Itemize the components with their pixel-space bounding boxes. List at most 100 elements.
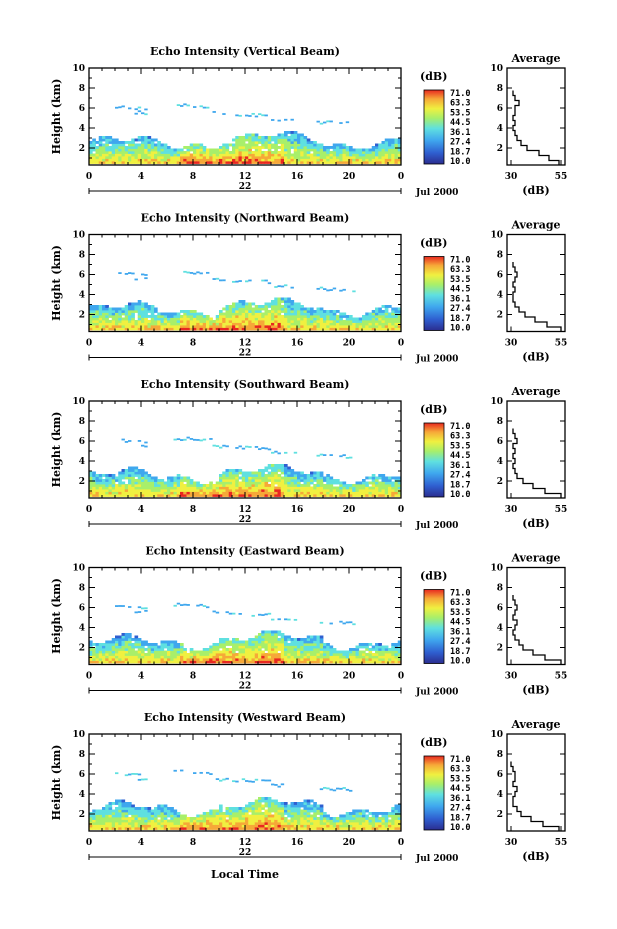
heatmap-cell	[118, 491, 122, 495]
heatmap-cell	[95, 325, 100, 328]
heatmap-cell	[290, 310, 295, 313]
heatmap-cell	[111, 814, 116, 818]
heatmap-cell	[345, 457, 350, 459]
heatmap-cell	[397, 491, 402, 495]
heatmap-cell	[323, 288, 327, 290]
heatmap-cell	[284, 300, 288, 303]
heatmap-cell	[271, 307, 275, 311]
heatmap-cell	[102, 325, 106, 328]
heatmap-cell	[368, 476, 373, 480]
heatmap-cell	[202, 325, 207, 328]
heatmap-cell	[163, 148, 168, 152]
heatmap-cell	[381, 156, 386, 159]
heatmap-cell	[280, 489, 285, 492]
heatmap-cell	[115, 307, 119, 311]
heatmap-cell	[160, 827, 165, 830]
heatmap-cell	[303, 161, 308, 164]
heatmap-cell	[303, 148, 308, 152]
heatmap-cell	[316, 658, 321, 661]
heatmap-cell	[134, 635, 139, 639]
heatmap-cell	[222, 494, 226, 497]
heatmap-cell	[222, 474, 226, 477]
heatmap-cell	[206, 812, 210, 815]
heatmap-cell	[345, 161, 350, 164]
heatmap-cell	[300, 658, 304, 661]
heatmap-cell	[254, 635, 259, 639]
heatmap-cell	[326, 489, 330, 492]
heatmap-cell	[124, 327, 129, 331]
heatmap-cell	[336, 327, 340, 331]
heatmap-cell	[131, 476, 135, 480]
x-tick-label: 0	[398, 505, 404, 515]
heatmap-cell	[384, 484, 389, 487]
heatmap-cell	[394, 643, 399, 646]
heatmap-cell	[258, 325, 262, 328]
heatmap-cell	[108, 491, 113, 495]
heatmap-cell	[254, 158, 259, 162]
heatmap-cell	[267, 633, 272, 636]
avg-y-tick-label: 8	[497, 584, 503, 594]
heatmap-cell	[160, 809, 165, 813]
heatmap-cell	[313, 658, 317, 661]
heatmap-cell	[189, 322, 194, 326]
heatmap-cell	[118, 486, 122, 490]
heatmap-cell	[310, 310, 314, 313]
heatmap-cell	[365, 481, 369, 485]
heatmap-cell	[199, 327, 204, 331]
heatmap-cell	[124, 489, 129, 492]
heatmap-cell	[173, 161, 178, 164]
heatmap-cell	[147, 151, 152, 154]
heatmap-cell	[306, 476, 311, 480]
heatmap-cell	[180, 315, 184, 318]
heatmap-cell	[293, 819, 298, 823]
heatmap-cell	[349, 824, 353, 828]
heatmap-cell	[199, 491, 204, 495]
heatmap-cell	[193, 660, 197, 664]
heatmap-cell	[241, 812, 246, 815]
heatmap-cell	[332, 325, 337, 328]
heatmap-cell	[384, 479, 389, 482]
heatmap-cell	[102, 481, 106, 485]
heatmap-cell	[277, 494, 282, 497]
heatmap-cell	[303, 146, 308, 149]
heatmap-cell	[141, 317, 145, 321]
heatmap-cell	[235, 489, 239, 492]
heatmap-cell	[313, 650, 317, 654]
heatmap-cell	[339, 819, 343, 823]
heatmap-cell	[355, 317, 360, 321]
heatmap-cell	[180, 153, 184, 157]
heatmap-cell	[352, 161, 356, 164]
heatmap-cell	[157, 812, 161, 815]
heatmap-cell	[105, 161, 109, 164]
x-tick-label: 0	[398, 339, 404, 349]
heatmap-cell	[264, 640, 269, 644]
heatmap-cell	[163, 819, 168, 823]
heatmap-cell	[277, 469, 282, 472]
heatmap-cell	[92, 650, 96, 654]
heatmap-cell	[235, 315, 239, 318]
heatmap-cell	[271, 322, 275, 326]
heatmap-cell	[280, 824, 285, 828]
heatmap-cell	[167, 322, 171, 326]
heatmap-cell	[131, 315, 135, 318]
heatmap-cell	[241, 138, 246, 142]
heatmap-cell	[92, 660, 96, 664]
heatmap-cell	[170, 484, 174, 487]
heatmap-cell	[342, 787, 346, 789]
heatmap-cell	[287, 148, 291, 152]
heatmap-cell	[98, 486, 103, 490]
heatmap-cell	[128, 489, 132, 492]
heatmap-cell	[141, 640, 145, 644]
heatmap-cell	[105, 325, 109, 328]
heatmap-cell	[388, 655, 392, 659]
heatmap-cell	[245, 479, 249, 482]
heatmap-cell	[115, 827, 119, 830]
heatmap-cell	[105, 153, 109, 157]
heatmap-cell	[128, 804, 132, 808]
heatmap-cell	[342, 655, 347, 659]
heatmap-cell	[131, 824, 135, 828]
heatmap-cell	[297, 307, 301, 311]
heatmap-cell	[264, 136, 269, 139]
heatmap-cell	[118, 148, 122, 152]
heatmap-cell	[319, 156, 324, 159]
